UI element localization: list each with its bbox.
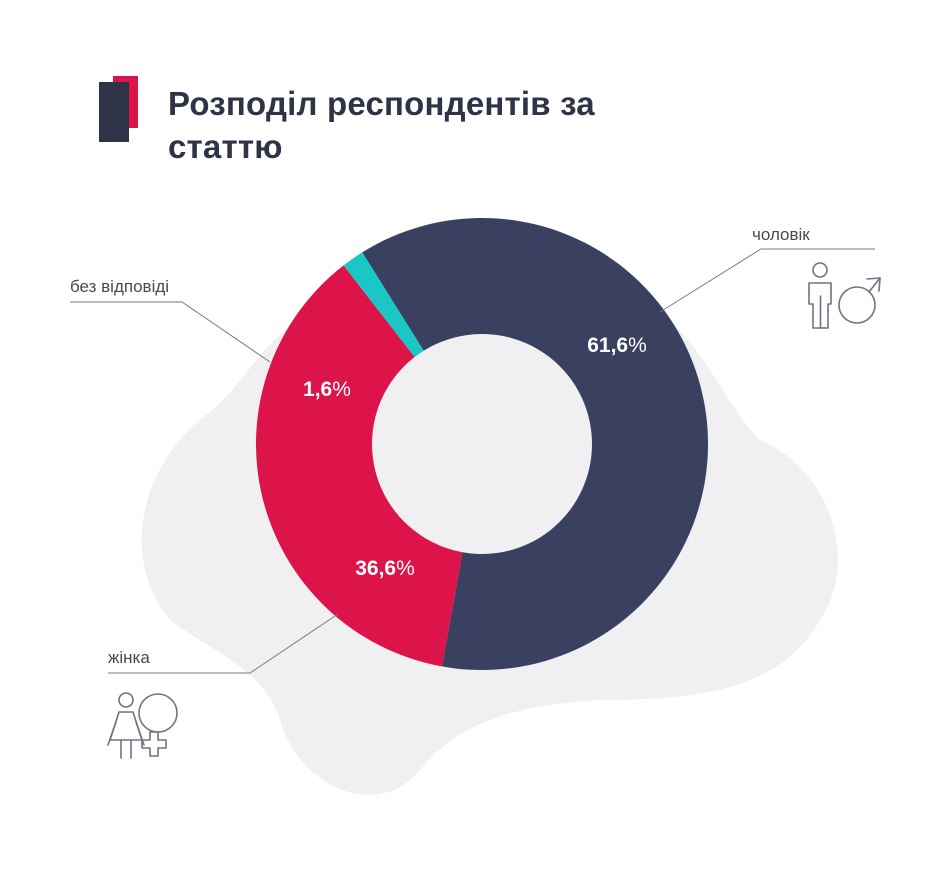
background-blob xyxy=(141,261,838,795)
data-label-male: 61,6% xyxy=(587,334,647,357)
data-label-female-value: 36,6 xyxy=(355,557,396,580)
leader-line-female xyxy=(108,613,339,674)
slice-female xyxy=(256,265,463,667)
data-label-female: 36,6% xyxy=(355,557,415,580)
data-label-male-unit: % xyxy=(628,334,647,357)
title-accent-dark xyxy=(99,82,129,142)
category-label-none: без відповіді xyxy=(70,277,169,296)
data-label-none-value: 1,6 xyxy=(303,378,332,401)
data-label-male-value: 61,6 xyxy=(587,334,628,357)
female-person-icon xyxy=(107,692,178,759)
leader-line-none xyxy=(70,301,271,363)
data-label-none: 1,6% xyxy=(303,378,351,401)
chart-title: Розподіл респондентів за статтю xyxy=(168,85,595,165)
category-label-male: чоловік xyxy=(752,225,810,244)
leader-lines xyxy=(70,248,875,674)
slice-male xyxy=(362,218,709,670)
male-person-icon xyxy=(808,262,881,329)
leader-line-male xyxy=(659,248,875,313)
donut-slices xyxy=(256,218,709,670)
data-label-female-unit: % xyxy=(396,557,415,580)
slice-none xyxy=(343,252,424,358)
category-label-female: жінка xyxy=(108,648,150,667)
data-label-none-unit: % xyxy=(332,378,351,401)
